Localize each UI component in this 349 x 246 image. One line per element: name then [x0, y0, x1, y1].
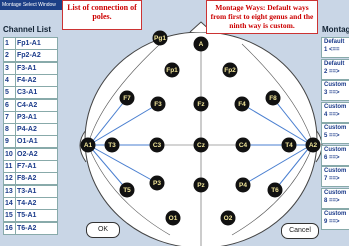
- montage-sub: 1 <==: [324, 46, 349, 54]
- montage-header: Montage: [322, 25, 349, 34]
- electrode-label: Fz: [197, 101, 205, 108]
- electrode-label: F7: [123, 95, 131, 102]
- montage-sub: 6 ==>: [324, 154, 349, 162]
- electrode-label: Fp1: [166, 67, 178, 74]
- electrode-label: T6: [271, 187, 279, 194]
- electrode-label: Pg1: [154, 35, 166, 42]
- channel-label: T5-A1: [15, 209, 58, 222]
- channel-label: T6-A2: [15, 222, 58, 235]
- channel-label: C3-A1: [15, 86, 58, 99]
- channel-label: O2-A2: [15, 148, 58, 161]
- electrode-label: A1: [84, 142, 93, 149]
- electrode-label: Cz: [197, 142, 206, 149]
- electrode-label: C3: [153, 142, 162, 149]
- channel-list-header: Channel List: [3, 25, 51, 34]
- electrode-label: T3: [108, 142, 116, 149]
- montage-name: Default: [324, 60, 349, 68]
- channel-label: F7-A1: [15, 160, 58, 173]
- electrode-label: T5: [123, 187, 131, 194]
- montage-sub: 9 ==>: [324, 218, 349, 226]
- montage-sub: 3 ==>: [324, 89, 349, 97]
- channel-label: F8-A2: [15, 172, 58, 185]
- channel-label: C4-A2: [15, 99, 58, 112]
- electrode-label: O2: [224, 215, 233, 222]
- channel-label: P3-A1: [15, 111, 58, 124]
- electrode-label: O1: [169, 215, 178, 222]
- electrode-label: Fp2: [224, 67, 236, 74]
- electrode-label: A2: [309, 142, 318, 149]
- electrode-label: P3: [153, 180, 161, 187]
- montage-sub: 5 ==>: [324, 132, 349, 140]
- montage-name: Default: [324, 38, 349, 46]
- montage-name: Custom: [324, 210, 349, 218]
- channel-label: F4-A2: [15, 74, 58, 87]
- channel-label: Fp1-A1: [15, 37, 58, 50]
- electrode-label: T4: [285, 142, 293, 149]
- montage-name: Custom: [324, 103, 349, 111]
- electrode-label: F8: [269, 95, 277, 102]
- montage-sub: 8 ==>: [324, 197, 349, 205]
- montage-name: Custom: [324, 167, 349, 175]
- electrode-label: P4: [239, 182, 247, 189]
- channel-label: T4-A2: [15, 197, 58, 210]
- electrode-label: A: [199, 41, 204, 48]
- montage-name: Custom: [324, 81, 349, 89]
- callout-right: Montage Ways: Default ways from first to…: [206, 0, 318, 34]
- channel-label: T3-A1: [15, 185, 58, 198]
- channel-label: P4-A2: [15, 123, 58, 136]
- montage-window: Montage Select Window Pg1AFp1Fp2F7F3FzF4…: [0, 0, 349, 246]
- electrode-label: Pz: [197, 182, 205, 189]
- cancel-button[interactable]: Cancel: [281, 223, 319, 239]
- montage-sub: 4 ==>: [324, 111, 349, 119]
- callout-left: List of connection of poles.: [62, 0, 142, 30]
- montage-sub: 7 ==>: [324, 175, 349, 183]
- montage-sub: 2 ==>: [324, 68, 349, 76]
- montage-name: Custom: [324, 189, 349, 197]
- channel-label: O1-A1: [15, 135, 58, 148]
- electrode-label: F4: [238, 101, 246, 108]
- ok-button[interactable]: OK: [86, 222, 120, 238]
- montage-name: Custom: [324, 124, 349, 132]
- channel-label: Fp2-A2: [15, 49, 58, 62]
- electrode-label: C4: [239, 142, 248, 149]
- montage-name: Custom: [324, 146, 349, 154]
- electrode-label: F3: [154, 101, 162, 108]
- channel-label: F3-A1: [15, 62, 58, 75]
